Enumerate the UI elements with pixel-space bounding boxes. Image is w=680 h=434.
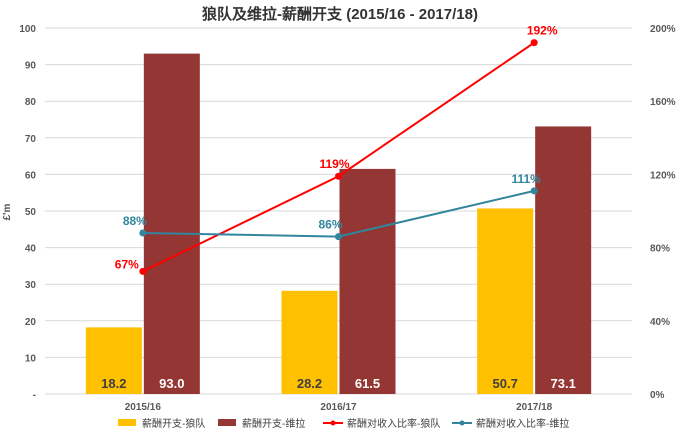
legend-label: 薪酬对收入比率-维拉 bbox=[476, 417, 569, 430]
line-data-label: 192% bbox=[527, 24, 558, 38]
y-tick-label: 50 bbox=[25, 207, 37, 218]
legend-label: 薪酬开支-维拉 bbox=[242, 417, 305, 430]
y2-tick-label: 0% bbox=[650, 390, 665, 401]
x-tick-label: 2017/18 bbox=[516, 402, 553, 413]
legend-swatch bbox=[218, 419, 236, 426]
y-tick-label: 20 bbox=[25, 317, 37, 328]
y2-tick-label: 40% bbox=[650, 317, 670, 328]
y2-tick-label: 80% bbox=[650, 244, 670, 255]
line-data-label: 119% bbox=[319, 157, 349, 171]
y-axis-label: £'m bbox=[2, 203, 13, 220]
line-point bbox=[335, 172, 342, 180]
y2-tick-label: 160% bbox=[650, 97, 676, 108]
y-tick-label: 100 bbox=[19, 24, 36, 35]
bar-data-label: 93.0 bbox=[159, 376, 184, 391]
bar bbox=[535, 126, 592, 394]
line-point bbox=[530, 187, 538, 195]
bar-data-label: 18.2 bbox=[101, 376, 126, 391]
legend-marker bbox=[330, 420, 336, 426]
y2-tick-label: 120% bbox=[650, 170, 676, 181]
x-tick-label: 2016/17 bbox=[320, 402, 357, 413]
line-data-label: 67% bbox=[115, 257, 139, 271]
line-data-label: 86% bbox=[318, 218, 342, 232]
bar bbox=[477, 208, 534, 394]
line-data-label: 88% bbox=[123, 214, 147, 228]
legend-marker bbox=[459, 420, 465, 426]
line-point bbox=[530, 39, 538, 47]
chart-title: 狼队及维拉-薪酬开支 (2015/16 - 2017/18) bbox=[202, 5, 478, 23]
x-tick-label: 2015/16 bbox=[125, 402, 162, 413]
bar bbox=[281, 290, 338, 394]
legend-label: 薪酬开支-狼队 bbox=[142, 417, 205, 430]
bar bbox=[339, 168, 396, 394]
y-tick-label: 40 bbox=[25, 244, 37, 255]
y-tick-label: - bbox=[33, 390, 36, 401]
bar-data-label: 50.7 bbox=[493, 376, 518, 391]
legend-label: 薪酬对收入比率-狼队 bbox=[347, 417, 440, 430]
y-tick-label: 80 bbox=[25, 97, 37, 108]
y-tick-label: 60 bbox=[25, 170, 37, 181]
bar-data-label: 73.1 bbox=[551, 376, 576, 391]
line-point bbox=[139, 229, 147, 237]
line-point bbox=[335, 233, 342, 241]
bar-data-label: 28.2 bbox=[297, 376, 322, 391]
y-tick-label: 70 bbox=[25, 134, 37, 145]
y-tick-label: 90 bbox=[25, 61, 37, 72]
line-data-label: 111% bbox=[511, 172, 541, 186]
line-point bbox=[139, 267, 147, 275]
y2-tick-label: 200% bbox=[650, 24, 676, 35]
y-tick-label: 30 bbox=[25, 280, 37, 291]
bar bbox=[143, 53, 200, 395]
bar bbox=[85, 327, 142, 394]
bar-data-label: 61.5 bbox=[355, 376, 380, 391]
legend-swatch bbox=[118, 419, 136, 426]
y-tick-label: 10 bbox=[25, 353, 37, 364]
